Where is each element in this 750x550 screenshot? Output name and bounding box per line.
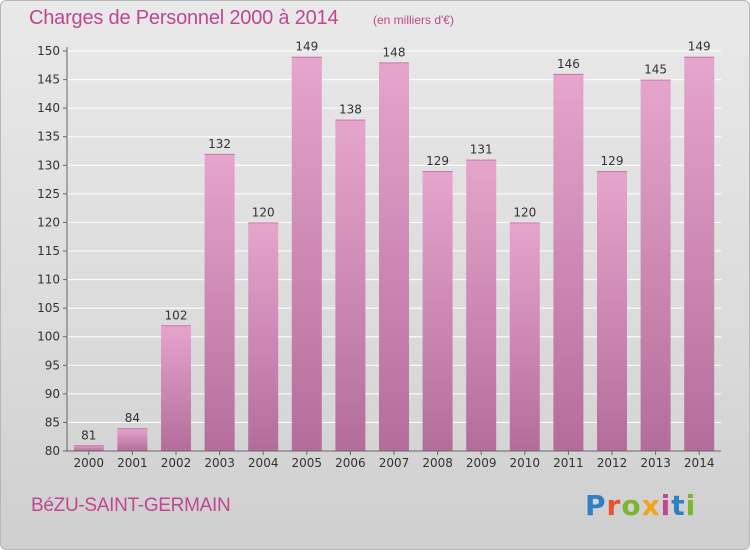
bar	[248, 222, 279, 451]
y-tick-label: 90	[45, 387, 60, 401]
logo-letter: r	[606, 489, 622, 522]
bar	[553, 73, 584, 451]
logo-letter: x	[641, 489, 661, 522]
bar	[73, 445, 104, 451]
bar	[379, 62, 409, 452]
y-tick-label: 100	[37, 330, 60, 344]
x-tick-label: 2006	[335, 456, 366, 470]
logo-letter: P	[585, 489, 607, 522]
bar	[509, 222, 540, 451]
bar	[422, 171, 453, 451]
value-label: 132	[208, 137, 231, 151]
proxiti-logo[interactable]: Proxiti	[585, 489, 696, 522]
bar	[466, 159, 497, 452]
bar	[684, 56, 715, 451]
value-label: 120	[513, 205, 536, 219]
y-tick-label: 135	[37, 130, 60, 144]
value-label: 81	[81, 428, 96, 442]
value-label: 84	[125, 411, 140, 425]
bars	[73, 56, 715, 452]
x-tick-label: 2004	[248, 456, 279, 470]
y-tick-label: 120	[37, 215, 60, 229]
value-label: 129	[601, 154, 624, 168]
value-label: 146	[557, 57, 580, 71]
y-tick-label: 150	[37, 44, 60, 58]
y-tick-label: 105	[37, 301, 60, 315]
value-label: 131	[470, 143, 493, 157]
value-label: 148	[383, 45, 406, 59]
chart-title: Charges de Personnel 2000 à 2014	[29, 7, 339, 29]
bar	[640, 79, 671, 452]
x-tick-label: 2011	[553, 456, 584, 470]
y-tick-label: 145	[37, 73, 60, 87]
value-label: 149	[688, 40, 711, 54]
y-tick-label: 130	[37, 158, 60, 172]
chart-unit-label: (en milliers d'€)	[373, 13, 454, 27]
value-label: 120	[252, 205, 275, 219]
x-tick-label: 2002	[161, 456, 192, 470]
y-tick-label: 80	[45, 444, 60, 458]
value-label: 129	[426, 154, 449, 168]
y-tick-label: 125	[37, 187, 60, 201]
y-tick-label: 115	[37, 244, 60, 258]
bar	[597, 171, 627, 451]
y-tick-label: 85	[45, 415, 60, 429]
logo-letter: i	[685, 489, 697, 522]
x-tick-label: 2013	[640, 456, 671, 470]
x-tick-label: 2007	[379, 456, 410, 470]
x-tick-label: 2012	[597, 456, 628, 470]
value-label: 145	[644, 63, 667, 77]
y-tick-label: 95	[45, 358, 60, 372]
axes	[63, 47, 721, 455]
y-tick-label: 110	[37, 273, 60, 287]
x-tick-label: 2014	[684, 456, 715, 470]
x-tick-label: 2008	[422, 456, 453, 470]
logo-letter: t	[671, 489, 686, 522]
commune-name: BéZU-SAINT-GERMAIN	[31, 495, 231, 516]
bar	[161, 325, 191, 451]
bar	[204, 153, 235, 451]
x-tick-label: 2009	[466, 456, 497, 470]
logo-letter: o	[621, 489, 642, 522]
x-tick-label: 2001	[117, 456, 148, 470]
labels: 80 85 90 95 100 105 110 115 120 125 130 135 140 145 15…	[37, 40, 714, 470]
bar	[117, 428, 148, 451]
value-label: 149	[295, 40, 318, 54]
y-tick-label: 140	[37, 101, 60, 115]
x-tick-label: 2005	[292, 456, 323, 470]
value-label: 102	[165, 308, 188, 322]
logo-letter: i	[660, 489, 672, 522]
bar	[335, 119, 366, 452]
x-tick-label: 2003	[204, 456, 235, 470]
x-tick-label: 2010	[510, 456, 541, 470]
bar	[291, 56, 322, 451]
value-label: 138	[339, 103, 362, 117]
x-tick-label: 2000	[74, 456, 105, 470]
